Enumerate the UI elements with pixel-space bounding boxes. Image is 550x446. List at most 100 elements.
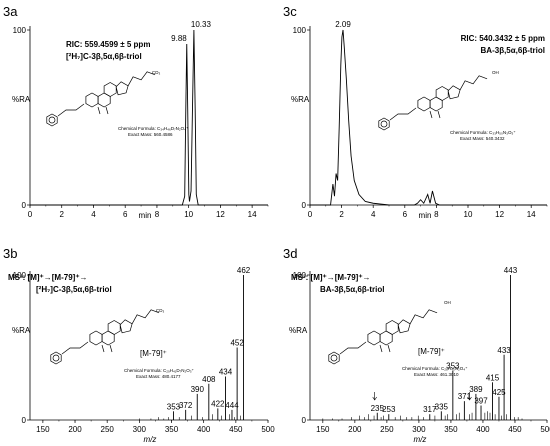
peak-label: 253 xyxy=(382,405,396,414)
compound-label-3b: [²H₇]C-3β,5α,6β-triol xyxy=(36,285,112,294)
x-tick-label: 150 xyxy=(36,425,50,434)
ticks-3c: 0 2 4 6 8 10 12 14 0 100 xyxy=(293,26,548,219)
ric-label-3a: RIC: 559.4599 ± 5 ppm xyxy=(66,40,150,49)
svg-text:Exact Mass: 560.4586: Exact Mass: 560.4586 xyxy=(128,132,173,137)
peak-label: 372 xyxy=(179,401,193,410)
steroid-ring xyxy=(435,86,449,101)
panel-label-3a: 3a xyxy=(3,4,18,19)
panel-label-3d: 3d xyxy=(283,246,297,261)
x-tick-label: 400 xyxy=(476,425,490,434)
peak-labels-3c: 2.09 xyxy=(335,20,351,29)
x-axis-label-3c: min xyxy=(419,211,432,220)
svg-text:Chemical Formula: C₃₄H₄₆D₇N₂O₄: Chemical Formula: C₃₄H₄₆D₇N₂O₄⁺ xyxy=(118,126,189,131)
x-tick-label: 12 xyxy=(216,210,225,219)
x-tick-label: 150 xyxy=(316,425,330,434)
hydrazone-linker xyxy=(389,107,417,121)
hydroxyl-bond xyxy=(101,344,105,353)
x-tick-label: 2 xyxy=(339,210,344,219)
ticks-3a: 0 2 4 6 8 10 12 14 0 100 xyxy=(13,26,269,219)
structure-drawing-3a: Chemical Formula: C₃₄H₄₆D₇N₂O₄⁺ Exact Ma… xyxy=(46,70,189,137)
x-axis-label-3d: m/z xyxy=(414,435,427,444)
structure-drawing-3c: Chemical Formula: C₃₃H₅₀N₃O₅⁺ Exact Mass… xyxy=(378,70,516,141)
hydroxyl-bond xyxy=(97,106,101,115)
peak-label: 335 xyxy=(435,402,449,411)
side-chain xyxy=(131,309,160,324)
peak-label: 462 xyxy=(237,266,251,275)
x-tick-label: 14 xyxy=(527,210,536,219)
peak-label: 2.09 xyxy=(335,20,351,29)
x-tick-label: 500 xyxy=(540,425,550,434)
aromatic-circle xyxy=(48,116,56,124)
x-tick-label: 350 xyxy=(444,425,458,434)
hydrazone-linker xyxy=(339,341,367,355)
x-tick-label: 6 xyxy=(403,210,408,219)
svg-text:OH: OH xyxy=(444,300,451,305)
peak-label: 408 xyxy=(202,375,216,384)
y-axis-label-3a: %RA xyxy=(12,95,31,104)
panel-label-3c: 3c xyxy=(283,4,297,19)
x-axis-label-3b: m/z xyxy=(144,435,157,444)
chromatogram-3a xyxy=(30,29,268,206)
x-tick-label: 300 xyxy=(412,425,426,434)
panel-3a: 3a 0 2 4 6 8 10 12 14 0 100 %RA min 9.88 10.33 RIC… xyxy=(3,4,269,220)
svg-text:OH: OH xyxy=(492,70,499,75)
steroid-d-ring xyxy=(115,81,129,96)
y-tick-label: 100 xyxy=(293,271,307,280)
svg-text:[M-79]⁺: [M-79]⁺ xyxy=(418,347,445,356)
steroid-ring xyxy=(103,82,117,97)
x-tick-label: 14 xyxy=(248,210,257,219)
x-tick-label: 250 xyxy=(380,425,394,434)
svg-text:Exact Mass: 461.3010: Exact Mass: 461.3010 xyxy=(414,372,459,377)
svg-text:CD₃: CD₃ xyxy=(156,308,164,313)
y-axis-label-3b: %RA xyxy=(12,326,31,335)
peak-label: 415 xyxy=(486,373,500,382)
hydroxyl-bond xyxy=(387,344,391,353)
ticks-3d: 150 200 250 300 350 400 450 500 0 100 xyxy=(293,271,550,434)
chromatogram-trace xyxy=(30,29,268,206)
y-tick-label: 0 xyxy=(302,416,307,425)
compound-label-3a: [²H₇]C-3β,5α,6β-triol xyxy=(66,52,142,61)
peak-label: 452 xyxy=(230,339,244,348)
peak-label: 434 xyxy=(219,368,233,377)
chromatogram-3c xyxy=(310,29,547,206)
x-tick-label: 8 xyxy=(155,210,160,219)
y-axis-label-3c: %RA xyxy=(291,95,310,104)
peak-label: 390 xyxy=(191,385,205,394)
benzene-ring xyxy=(50,351,62,365)
x-tick-label: 500 xyxy=(261,425,275,434)
x-tick-label: 250 xyxy=(101,425,115,434)
x-tick-label: 12 xyxy=(495,210,504,219)
ms3-label-3b: MS³: [M]⁺→[M-79]⁺→ xyxy=(8,273,88,282)
peak-label: 425 xyxy=(492,388,506,397)
ms3-label-3d: MS³: [M]⁺→[M-79]⁺→ xyxy=(291,273,371,282)
benzene-ring xyxy=(46,113,58,127)
aromatic-circle xyxy=(52,354,60,362)
aromatic-circle xyxy=(380,120,388,128)
y-tick-label: 0 xyxy=(22,201,27,210)
x-tick-label: 2 xyxy=(60,210,65,219)
svg-text:Exact Mass: 540.3432: Exact Mass: 540.3432 xyxy=(460,136,505,141)
benzene-ring xyxy=(378,117,390,131)
steroid-d-ring xyxy=(397,319,411,334)
svg-text:Chemical Formula: C₂₈H₄₅N₂O₄⁺: Chemical Formula: C₂₈H₄₅N₂O₄⁺ xyxy=(402,366,468,371)
peak-label: 235 xyxy=(371,404,385,413)
svg-text:Chemical Formula: C₃₃H₅₀N₃O₅⁺: Chemical Formula: C₃₃H₅₀N₃O₅⁺ xyxy=(450,130,516,135)
x-tick-label: 200 xyxy=(68,425,82,434)
arrow-marker xyxy=(467,392,472,401)
axes-3b xyxy=(29,271,268,421)
x-tick-label: 4 xyxy=(371,210,376,219)
x-tick-label: 10 xyxy=(184,210,193,219)
benzene-ring xyxy=(328,351,340,365)
peak-label: 422 xyxy=(211,399,225,408)
hydroxyl-bond xyxy=(105,106,109,115)
y-tick-label: 100 xyxy=(13,26,27,35)
svg-text:CD₃: CD₃ xyxy=(152,70,160,75)
x-tick-label: 0 xyxy=(308,210,313,219)
peak-label: 353 xyxy=(167,402,181,411)
y-tick-label: 0 xyxy=(302,201,307,210)
steroid-ring xyxy=(107,320,121,335)
